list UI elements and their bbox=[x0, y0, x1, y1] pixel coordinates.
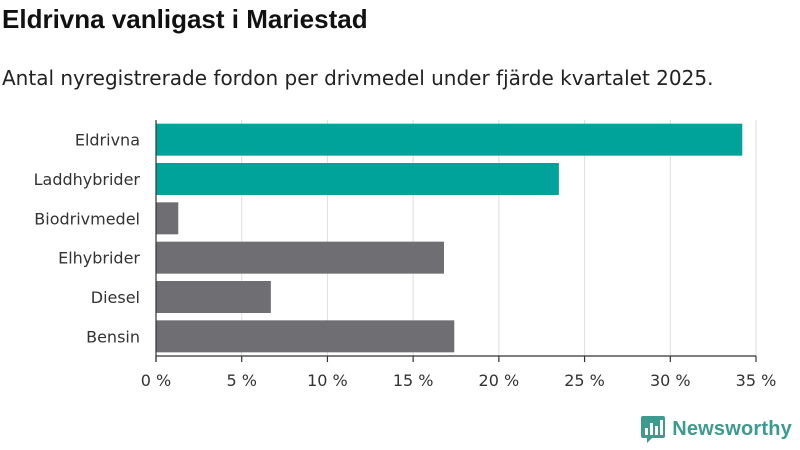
x-tick-label: 35 % bbox=[736, 371, 777, 390]
bar-eldrivna bbox=[156, 123, 743, 156]
x-tick-label: 10 % bbox=[307, 371, 348, 390]
newsworthy-logo: Newsworthy bbox=[640, 414, 792, 444]
x-tick-label: 30 % bbox=[650, 371, 691, 390]
category-label: Laddhybrider bbox=[34, 170, 141, 189]
newsworthy-logo-icon bbox=[641, 416, 666, 443]
x-tick-label: 20 % bbox=[479, 371, 520, 390]
bar-diesel bbox=[156, 281, 271, 313]
bar-elhybrider bbox=[156, 241, 444, 274]
category-label: Bensin bbox=[86, 327, 140, 346]
chart-title: Eldrivna vanligast i Mariestad bbox=[2, 4, 368, 34]
x-tick-label: 15 % bbox=[393, 371, 434, 390]
bar-laddhybrider bbox=[156, 163, 559, 195]
newsworthy-logo-text: Newsworthy bbox=[672, 417, 792, 440]
chart-subtitle: Antal nyregistrerade fordon per drivmede… bbox=[2, 66, 714, 90]
category-label: Elhybrider bbox=[58, 249, 140, 268]
x-tick-label: 25 % bbox=[564, 371, 605, 390]
x-tick-label: 5 % bbox=[226, 371, 256, 390]
x-tick-label: 0 % bbox=[141, 371, 171, 390]
category-label: Eldrivna bbox=[75, 131, 140, 150]
category-label: Biodrivmedel bbox=[34, 209, 140, 228]
bar-biodrivmedel bbox=[156, 202, 179, 235]
category-label: Diesel bbox=[91, 288, 140, 307]
bar-bensin bbox=[156, 320, 455, 353]
